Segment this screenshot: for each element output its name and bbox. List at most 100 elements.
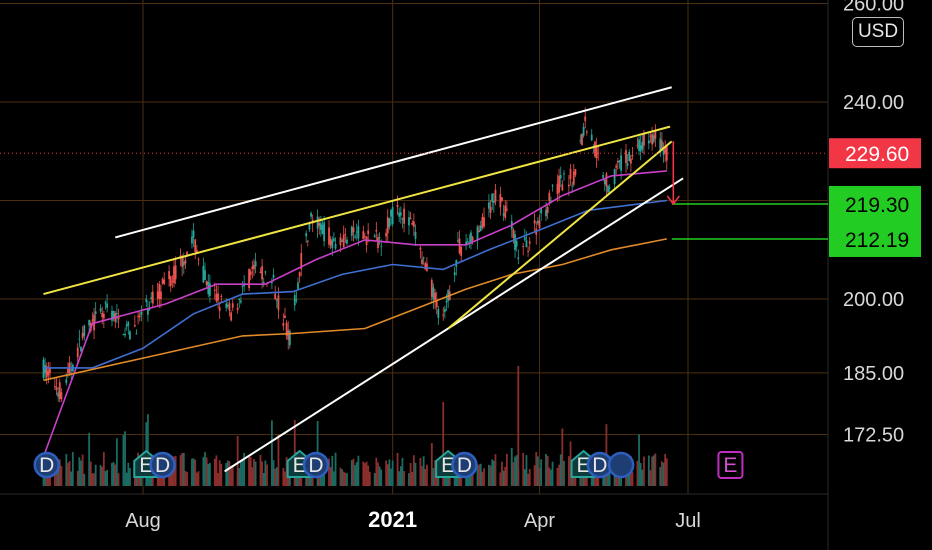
candle-body — [264, 271, 267, 273]
volume-bar — [306, 471, 309, 486]
volume-bar — [551, 461, 554, 486]
volume-bar — [535, 452, 538, 486]
candle-body — [44, 365, 46, 374]
candle-body — [540, 207, 543, 214]
candle-body — [209, 283, 211, 296]
dividend-label: D — [155, 454, 170, 477]
candle-body — [104, 302, 107, 304]
price-tick-label: 200.00 — [843, 289, 904, 311]
candle-body — [585, 131, 588, 133]
volume-bar — [411, 471, 414, 486]
candle-body — [55, 387, 58, 390]
candle-body — [253, 264, 255, 270]
volume-bar — [106, 469, 109, 486]
candle-body — [390, 209, 392, 217]
candle-body — [594, 141, 596, 157]
currency-badge[interactable]: USD — [852, 17, 904, 47]
moving-averages — [42, 170, 667, 457]
volume-bar — [445, 471, 448, 486]
candle-body — [442, 314, 445, 316]
volume-bar — [525, 455, 528, 486]
volume-bar — [191, 458, 193, 486]
candle-body — [572, 171, 575, 185]
candle-body — [42, 359, 45, 378]
candle-body — [391, 207, 394, 225]
volume-bar — [362, 461, 365, 486]
volume-bar — [501, 461, 503, 486]
volume-bar — [421, 466, 423, 486]
volume-bar — [264, 460, 267, 486]
volume-bar — [527, 473, 529, 486]
volume-bar — [184, 470, 187, 486]
candle-body — [538, 220, 541, 229]
volume-bar — [195, 472, 198, 486]
candle-body — [102, 313, 105, 319]
volume-bar — [639, 463, 642, 486]
volume-bar — [101, 466, 104, 486]
volume-bar — [522, 452, 525, 486]
volume-bar — [380, 469, 383, 486]
volume-bar — [58, 459, 61, 486]
volume-bar — [386, 464, 389, 486]
candle-body — [517, 257, 520, 260]
volume-bar — [93, 473, 95, 486]
time-axis[interactable]: Aug 2021 Apr Jul — [125, 507, 701, 532]
volume-bar — [569, 441, 572, 486]
candle-body — [115, 313, 118, 315]
time-tick-label: 2021 — [368, 507, 417, 532]
candle-body — [106, 303, 109, 308]
price-tick-label: 185.00 — [843, 363, 904, 385]
candle-body — [525, 240, 528, 248]
volume-bar — [111, 462, 113, 486]
candle-body — [88, 319, 91, 326]
candle-body — [483, 217, 485, 227]
candle-body — [150, 297, 153, 299]
candle-body — [625, 150, 627, 164]
ma_mid-line — [43, 199, 667, 369]
candle-body — [629, 158, 632, 164]
price-axis[interactable]: 172.50 185.00 200.00 240.00 260.00 229.60 219.… — [829, 0, 921, 446]
volume-bar — [355, 462, 358, 486]
candle-body — [492, 200, 495, 203]
candle-body — [80, 346, 82, 352]
volume-bar — [354, 465, 357, 486]
candle-body — [112, 310, 115, 319]
volume-bar — [179, 455, 182, 486]
volume-bar — [660, 461, 663, 486]
candle-body — [241, 286, 244, 288]
candle-body — [53, 386, 56, 388]
volume-bar — [368, 471, 371, 486]
volume-bar — [117, 473, 120, 486]
candle-body — [218, 307, 221, 311]
candle-body — [574, 169, 577, 175]
candle-body — [638, 139, 640, 151]
volume-bar — [243, 452, 246, 486]
candle-body — [357, 226, 360, 239]
candle-body — [533, 220, 536, 224]
earnings-label: E — [293, 454, 307, 477]
candle-body — [236, 307, 239, 310]
candle-body — [319, 223, 322, 230]
candle-body — [628, 151, 631, 162]
candle-body — [504, 205, 507, 218]
target-lines — [0, 141, 828, 240]
candle-body — [641, 141, 644, 150]
candle-body — [197, 259, 200, 261]
candle-body — [171, 281, 174, 283]
volume-bar — [481, 471, 484, 486]
candle-body — [567, 184, 570, 187]
time-tick-label: Apr — [524, 510, 555, 532]
volume-bar — [373, 473, 376, 486]
candle-body — [306, 240, 309, 242]
candle-body — [367, 230, 370, 235]
candle-body — [133, 324, 136, 327]
candle-body — [437, 309, 440, 318]
volume-bar — [205, 457, 208, 486]
candle-body — [67, 368, 69, 374]
volume-bar — [91, 473, 94, 486]
volume-bar — [540, 459, 543, 486]
candle-body — [186, 251, 188, 257]
volume-bar — [523, 469, 526, 486]
candle-body — [160, 291, 162, 299]
